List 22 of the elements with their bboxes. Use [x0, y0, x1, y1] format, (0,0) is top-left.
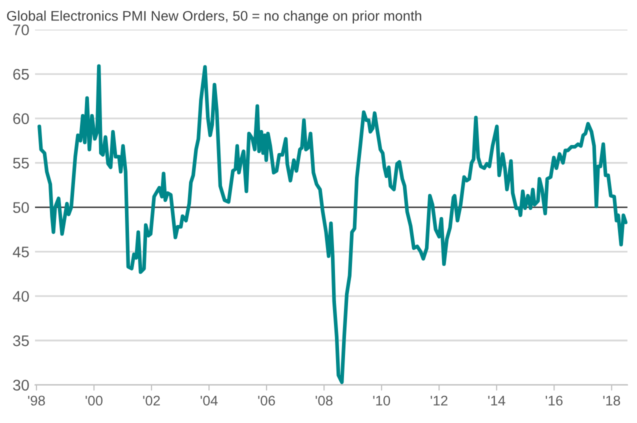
y-tick-label: 65: [13, 68, 29, 80]
y-tick-label: 45: [12, 246, 29, 258]
y-tick-label: 60: [13, 113, 29, 124]
y-tick-label: 35: [13, 335, 29, 346]
x-tick-label: '00: [86, 396, 102, 406]
y-tick-label: 40: [12, 290, 29, 302]
y-tick-label: 30: [13, 380, 29, 391]
x-tick-label: '98: [28, 396, 45, 406]
y-tick-label: 55: [13, 158, 29, 169]
x-tick-label: '06: [258, 396, 275, 406]
x-tick-label: '16: [546, 396, 563, 406]
x-tick-label: '02: [143, 396, 160, 406]
x-tick-label: '14: [488, 396, 506, 406]
chart-title: Global Electronics PMI New Orders, 50 = no change on prior month: [7, 10, 422, 24]
x-tick-label: '18: [603, 396, 620, 406]
line-series: [38, 64, 628, 384]
y-tick-label: 70: [13, 24, 29, 36]
y-tick-label: 50: [13, 202, 29, 213]
x-tick-label: '10: [373, 396, 390, 406]
x-tick-label: '04: [200, 396, 218, 406]
x-tick-label: '12: [430, 396, 448, 406]
x-tick-label: '08: [316, 396, 332, 406]
